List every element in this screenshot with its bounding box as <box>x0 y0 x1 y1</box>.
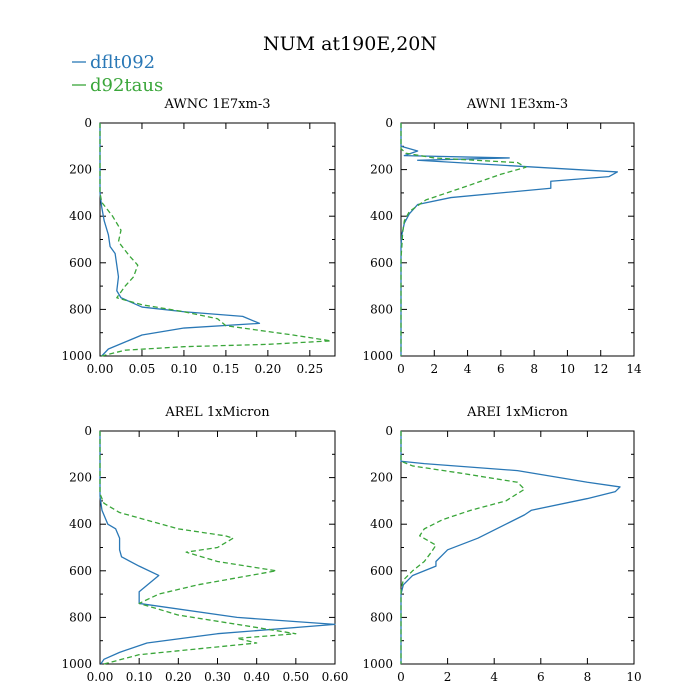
y-tick-label: 1000 <box>61 657 92 671</box>
x-tick-label: 2 <box>430 362 438 376</box>
y-tick-label: 0 <box>385 116 393 130</box>
y-tick-label: 800 <box>370 610 393 624</box>
plot-frame <box>400 430 635 665</box>
y-tick-label: 600 <box>69 256 92 270</box>
panel-title: AWNI 1E3xm-3 <box>466 97 568 112</box>
x-tick-label: 0.30 <box>204 670 231 684</box>
y-tick-label: 600 <box>370 256 393 270</box>
x-tick-label: 4 <box>464 362 472 376</box>
series-line-d92taus <box>99 431 297 665</box>
x-tick-label: 0.05 <box>129 362 156 376</box>
y-tick-label: 400 <box>370 209 393 223</box>
panel-2: AWNI 1E3xm-3 0 2 4 6 8 10 12 14 0 200 400 600 800 1000 <box>362 97 642 376</box>
y-tick-label: 200 <box>370 163 393 177</box>
x-tick-label: 2 <box>444 670 452 684</box>
y-tick-label: 400 <box>370 517 393 531</box>
y-tick-label: 0 <box>84 116 92 130</box>
x-tick-label: 0.00 <box>87 362 114 376</box>
y-tick-label: 200 <box>69 163 92 177</box>
series-line-dflt092 <box>99 123 261 357</box>
y-tick-label: 200 <box>69 471 92 485</box>
panel-1: AWNC 1E7xm-3 0.00 0.05 0.10 0.15 0.20 0.25 0 200… <box>61 97 336 376</box>
y-tick-label: 200 <box>370 471 393 485</box>
y-tick-label: 600 <box>69 564 92 578</box>
x-tick-label: 6 <box>537 670 545 684</box>
y-tick-label: 400 <box>69 517 92 531</box>
x-tick-label: 0.00 <box>87 670 114 684</box>
x-tick-label: 0.10 <box>171 362 198 376</box>
x-tick-label: 0.40 <box>243 670 270 684</box>
x-tick-label: 8 <box>584 670 592 684</box>
x-tick-label: 0.10 <box>126 670 153 684</box>
x-tick-label: 0 <box>397 670 405 684</box>
y-tick-label: 0 <box>84 424 92 438</box>
series-line-dflt092 <box>99 431 336 665</box>
plot-frame <box>400 122 635 357</box>
x-tick-label: 0 <box>397 362 405 376</box>
y-tick-label: 800 <box>370 302 393 316</box>
x-tick-label: 10 <box>626 670 641 684</box>
x-tick-label: 12 <box>593 362 608 376</box>
legend-label-d92taus: d92taus <box>90 75 163 96</box>
y-tick-label: 600 <box>370 564 393 578</box>
panel-3: AREL 1xMicron 0.00 0.10 0.20 0.30 0.40 0.50 0.6… <box>61 405 348 684</box>
panel-4: AREI 1xMicron 0 2 4 6 8 10 0 200 400 600 800 1000 <box>362 405 641 684</box>
series-line-dflt092 <box>400 431 621 664</box>
panel-title: AREL 1xMicron <box>164 405 270 420</box>
y-tick-label: 400 <box>69 209 92 223</box>
x-tick-label: 6 <box>497 362 505 376</box>
y-tick-label: 1000 <box>61 349 92 363</box>
y-tick-label: 1000 <box>362 657 393 671</box>
x-tick-label: 0.25 <box>296 362 323 376</box>
x-tick-label: 0.60 <box>322 670 349 684</box>
x-tick-label: 0.50 <box>282 670 309 684</box>
panels: AWNC 1E7xm-30.00 0.05 0.10 0.15 0.20 0.250200… <box>61 97 642 684</box>
series-line-d92taus <box>400 123 527 356</box>
figure-title: NUM at190E,20N <box>263 33 437 55</box>
series-line-d92taus <box>99 123 332 357</box>
x-tick-label: 0.20 <box>254 362 281 376</box>
y-tick-label: 1000 <box>362 349 393 363</box>
x-tick-label: 14 <box>626 362 642 376</box>
series-line-d92taus <box>400 431 526 664</box>
panel-title: AREI 1xMicron <box>466 405 568 420</box>
y-tick-label: 0 <box>385 424 393 438</box>
legend-label-dflt092: dflt092 <box>90 52 155 73</box>
panel-title: AWNC 1E7xm-3 <box>163 97 270 112</box>
x-tick-label: 0.20 <box>165 670 192 684</box>
x-tick-label: 8 <box>530 362 538 376</box>
y-tick-label: 800 <box>69 302 92 316</box>
x-tick-label: 10 <box>560 362 575 376</box>
x-tick-label: 4 <box>490 670 498 684</box>
y-tick-label: 800 <box>69 610 92 624</box>
plot-frame <box>99 122 336 357</box>
x-tick-label: 0.15 <box>213 362 240 376</box>
